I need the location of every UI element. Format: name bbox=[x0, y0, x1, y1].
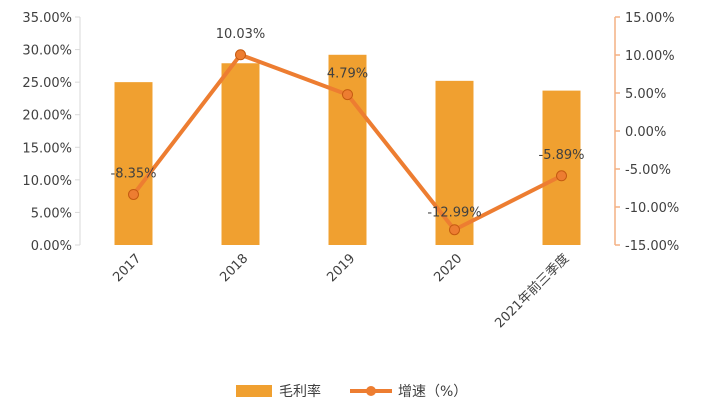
right-axis-tick-label: -10.00% bbox=[625, 201, 679, 216]
bar bbox=[542, 90, 581, 246]
data-label: -8.35% bbox=[111, 166, 157, 181]
bar bbox=[328, 54, 367, 246]
left-y-axis: 0.00% 5.00% 10.00% 15.00% 20.00% 25.00% 30.00%… bbox=[22, 11, 81, 254]
line-point bbox=[449, 224, 460, 236]
left-axis-tick-label: 25.00% bbox=[22, 76, 72, 91]
left-axis-tick-label: 15.00% bbox=[22, 141, 72, 156]
x-tick-label: 2017 bbox=[110, 251, 144, 285]
data-label: -12.99% bbox=[427, 206, 481, 221]
legend-bar-swatch bbox=[236, 385, 272, 397]
data-label: -5.89% bbox=[539, 148, 585, 163]
right-axis-tick-label: -5.00% bbox=[625, 163, 671, 178]
line-point bbox=[556, 170, 567, 182]
bar bbox=[114, 82, 153, 246]
left-axis-tick-label: 10.00% bbox=[22, 174, 72, 189]
x-tick-label: 2021年前三季度 bbox=[492, 251, 573, 332]
right-y-axis: -15.00% -10.00% -5.00% 0.00% 5.00% 10.00% 15.0… bbox=[614, 11, 679, 254]
bar bbox=[435, 80, 474, 245]
legend-line-marker bbox=[366, 386, 376, 396]
line-series: -8.35% 10.03% 4.79% -12.99% -5.89% bbox=[111, 27, 585, 236]
legend: 毛利率 增速（%） bbox=[236, 383, 467, 400]
left-axis-tick-label: 20.00% bbox=[22, 109, 72, 124]
bar-series bbox=[114, 54, 581, 246]
left-axis-tick-label: 30.00% bbox=[22, 44, 72, 59]
line-point bbox=[128, 188, 139, 200]
data-label: 10.03% bbox=[216, 27, 266, 42]
right-axis-tick-label: 10.00% bbox=[625, 49, 675, 64]
right-axis-tick-label: 0.00% bbox=[625, 125, 666, 140]
x-tick-label: 2019 bbox=[324, 251, 358, 285]
right-axis-tick-label: 5.00% bbox=[625, 87, 666, 102]
data-label: 4.79% bbox=[327, 67, 368, 82]
legend-label-bar: 毛利率 bbox=[279, 383, 321, 400]
left-axis-tick-label: 5.00% bbox=[31, 206, 72, 221]
x-tick-label: 2020 bbox=[431, 251, 465, 285]
left-axis-tick-label: 35.00% bbox=[22, 11, 72, 26]
x-axis-tick-labels: 2017 2018 2019 2020 2021年前三季度 bbox=[110, 251, 572, 332]
x-tick-label: 2018 bbox=[217, 251, 251, 285]
line-point bbox=[235, 49, 246, 61]
right-axis-tick-label: -15.00% bbox=[625, 239, 679, 254]
left-axis-tick-label: 0.00% bbox=[31, 239, 72, 254]
line-point bbox=[342, 89, 353, 101]
right-axis-tick-label: 15.00% bbox=[625, 11, 675, 26]
bar bbox=[221, 63, 260, 245]
legend-label-line: 增速（%） bbox=[398, 384, 467, 400]
